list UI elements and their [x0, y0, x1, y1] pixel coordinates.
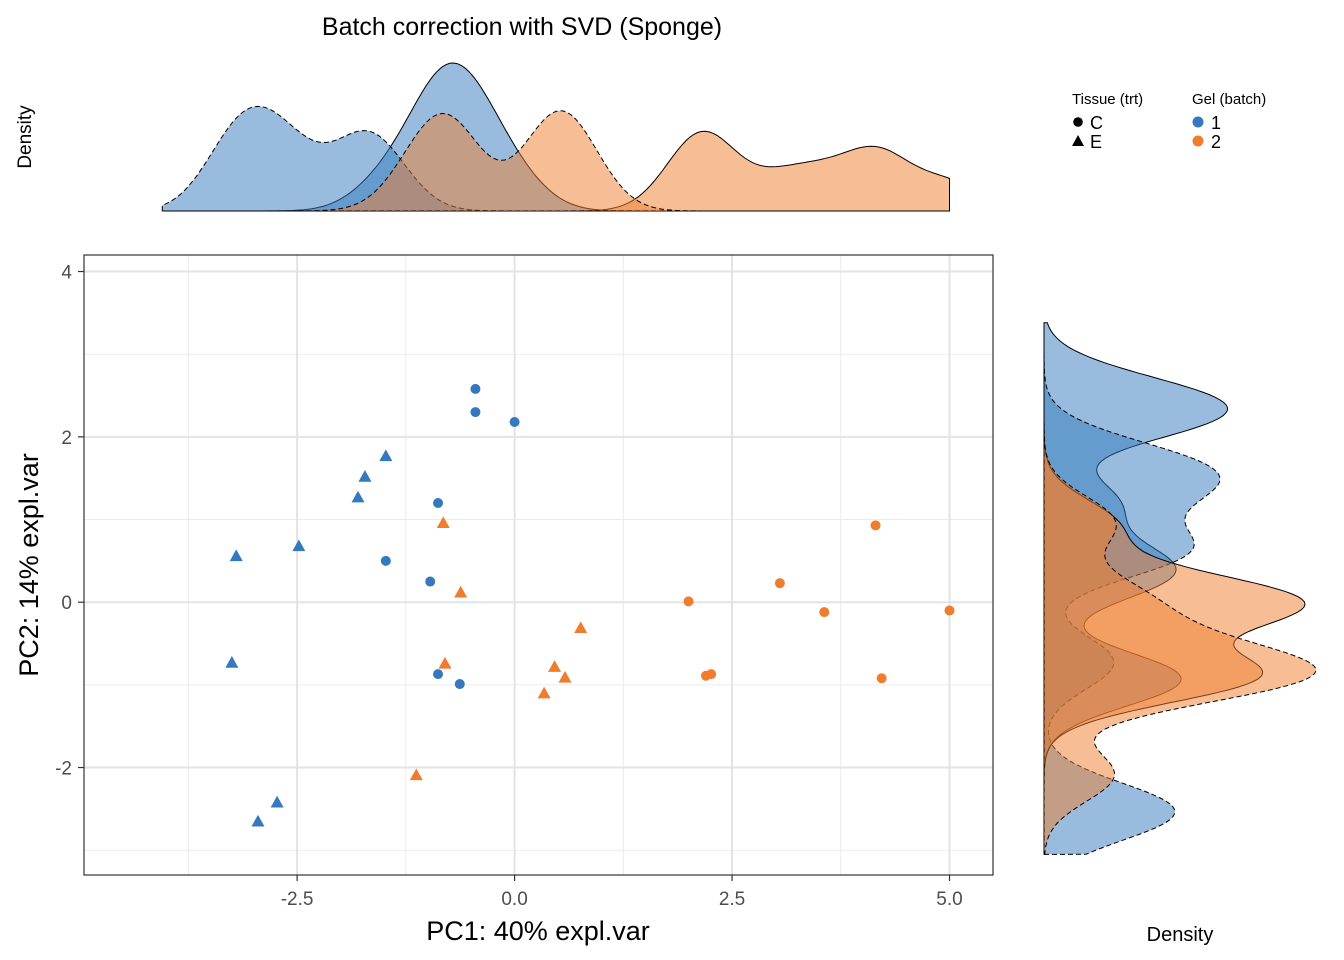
data-point-circle	[380, 555, 391, 566]
data-point-triangle	[454, 585, 468, 598]
legend-batch2-key	[1192, 135, 1204, 147]
y-axis-label: PC2: 14% expl.var	[14, 453, 44, 677]
data-point-circle	[470, 407, 481, 418]
data-point-circle	[944, 605, 955, 616]
main-grid	[84, 255, 993, 875]
main-panel-border	[83, 254, 994, 876]
x-axis: -2.5 0.0 2.5 5.0	[281, 875, 963, 910]
data-point-circle	[683, 596, 694, 607]
data-point-circle	[774, 578, 785, 589]
data-point-circle	[876, 673, 887, 684]
right-density-panel	[1043, 322, 1317, 855]
y-tick-label: 2	[61, 428, 72, 449]
x-axis-label: PC1: 40% expl.var	[426, 916, 650, 946]
data-point-circle	[425, 576, 436, 587]
data-point-triangle	[351, 490, 365, 503]
legend-batch1-label: 1	[1211, 113, 1221, 133]
y-tick-label: 4	[61, 263, 72, 284]
data-point-triangle	[379, 449, 393, 462]
data-point-triangle	[270, 795, 284, 808]
x-tick-label: -2.5	[281, 889, 314, 910]
legend-batch2-label: 2	[1211, 132, 1221, 152]
data-point-circle	[433, 498, 444, 508]
legend-shape-c: C	[1090, 113, 1103, 133]
legend-circle-key	[1073, 117, 1083, 127]
data-point-triangle	[358, 470, 372, 482]
legend: Tissue (trt) C E Gel (batch) 1 2	[1072, 91, 1266, 152]
legend-color-title: Gel (batch)	[1192, 91, 1266, 108]
top-density-batch2-E	[162, 110, 950, 212]
data-point-triangle	[436, 516, 450, 529]
data-point-triangle	[558, 670, 572, 683]
top-density-panel	[161, 62, 951, 212]
data-point-circle	[470, 383, 481, 394]
data-point-triangle	[574, 621, 588, 634]
data-point-triangle	[229, 549, 243, 562]
x-tick-label: 2.5	[719, 889, 745, 910]
top-density-label: Density	[15, 105, 36, 169]
data-point-circle	[433, 669, 444, 680]
legend-batch1-key	[1192, 116, 1204, 128]
data-point-triangle	[292, 539, 306, 552]
legend-triangle-key	[1072, 135, 1084, 146]
data-point-triangle	[438, 656, 452, 669]
x-tick-label: 5.0	[936, 889, 962, 910]
right-density-label: Density	[1147, 924, 1214, 946]
data-point-circle	[454, 679, 465, 690]
y-axis: -2 0 2 4	[55, 263, 84, 780]
data-point-triangle	[225, 656, 239, 668]
legend-shape-e: E	[1090, 132, 1102, 152]
data-point-triangle	[251, 814, 265, 827]
legend-shape-title: Tissue (trt)	[1072, 91, 1143, 108]
main-points	[225, 383, 955, 827]
chart-title: Batch correction with SVD (Sponge)	[322, 13, 722, 41]
data-point-circle	[706, 669, 717, 680]
data-point-circle	[509, 416, 520, 427]
data-point-circle	[819, 607, 830, 618]
y-tick-label: -2	[55, 759, 72, 780]
right-density-batch2-E	[1043, 322, 1317, 855]
data-point-triangle	[409, 768, 423, 781]
data-point-circle	[870, 520, 881, 531]
data-point-triangle	[537, 686, 551, 699]
x-tick-label: 0.0	[501, 889, 527, 910]
data-point-triangle	[548, 660, 562, 672]
y-tick-label: 0	[61, 593, 72, 614]
